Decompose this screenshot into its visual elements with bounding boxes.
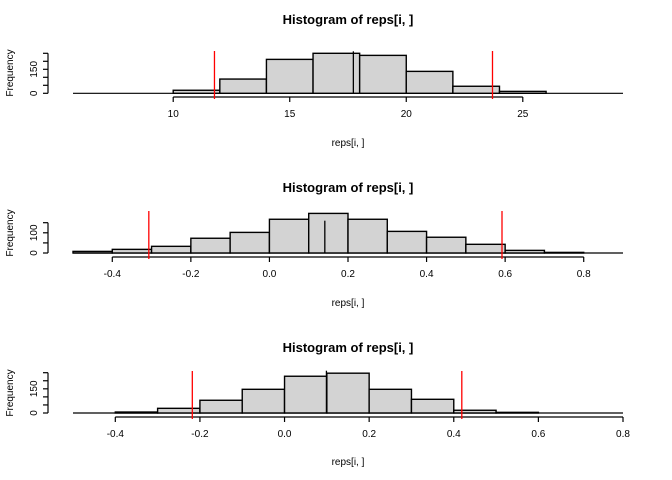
x-tick-label: 10 <box>168 109 180 120</box>
x-tick-label: 0.8 <box>577 269 591 280</box>
histogram-bar <box>308 212 349 254</box>
histogram-bar <box>425 236 467 254</box>
histogram-panel-1: Histogram of reps[i, ] reps[i, ] Frequen… <box>5 12 623 149</box>
chart-title: Histogram of reps[i, ] <box>283 180 414 195</box>
x-axis-label: reps[i, ] <box>332 298 365 309</box>
histogram-bar <box>368 388 413 414</box>
histogram-bar <box>452 85 501 95</box>
histogram-bar <box>504 249 546 254</box>
histogram-bar <box>410 398 455 414</box>
x-tick-label: 20 <box>401 109 413 120</box>
y-tick-label: 150 <box>29 61 40 78</box>
x-tick-label: 0.0 <box>278 429 292 440</box>
histogram-bar <box>312 52 361 94</box>
x-tick-label: 0.2 <box>341 269 355 280</box>
x-tick-label: 25 <box>517 109 529 120</box>
histogram-bar <box>172 89 221 95</box>
chart-title: Histogram of reps[i, ] <box>283 340 414 355</box>
y-tick-label: 0 <box>29 90 40 96</box>
histogram-bar <box>190 237 231 254</box>
histogram-bar <box>453 409 497 414</box>
histogram-bar <box>405 70 454 94</box>
x-tick-label: 0.4 <box>420 269 434 280</box>
histogram-bar <box>283 375 328 414</box>
x-tick-label: -0.2 <box>182 269 200 280</box>
histogram-bar <box>543 251 585 254</box>
y-axis-label: Frequency <box>5 369 16 416</box>
y-axis-label: Frequency <box>5 49 16 96</box>
x-axis-label: reps[i, ] <box>332 138 365 149</box>
y-axis-label: Frequency <box>5 209 16 256</box>
histogram-panel-2: Histogram of reps[i, ] reps[i, ] Frequen… <box>5 180 623 309</box>
histogram-bar <box>495 411 540 414</box>
histogram-panel-3: Histogram of reps[i, ] reps[i, ] Frequen… <box>5 340 630 468</box>
histogram-bar <box>358 54 407 94</box>
x-tick-label: -0.4 <box>107 429 125 440</box>
histogram-bar <box>156 407 201 414</box>
x-tick-label: 0.0 <box>262 269 276 280</box>
histogram-bar <box>72 250 113 254</box>
histogram-bar <box>465 243 506 254</box>
histogram-bar <box>347 218 388 254</box>
histogram-bar <box>326 372 370 414</box>
histogram-bar <box>386 230 428 254</box>
y-tick-label: 100 <box>29 224 40 241</box>
y-tick-label: 0 <box>29 410 40 416</box>
y-tick-label: 0 <box>29 250 40 256</box>
histogram-bar <box>229 231 271 254</box>
x-axis-label: reps[i, ] <box>332 457 365 468</box>
histogram-bar <box>241 388 286 414</box>
histogram-bar <box>150 245 192 254</box>
x-tick-label: -0.4 <box>104 269 122 280</box>
chart-title: Histogram of reps[i, ] <box>283 12 414 27</box>
histogram-bar <box>199 399 243 414</box>
x-tick-label: 15 <box>284 109 296 120</box>
histogram-bar <box>265 58 314 94</box>
x-tick-label: 0.6 <box>531 429 545 440</box>
x-tick-label: 0.4 <box>447 429 461 440</box>
x-tick-label: 0.2 <box>362 429 376 440</box>
histogram-bar <box>219 78 268 94</box>
histogram-bar <box>498 90 547 94</box>
x-tick-label: 0.8 <box>616 429 630 440</box>
histogram-bar <box>111 248 153 254</box>
histogram-bar <box>114 411 159 414</box>
x-tick-label: 0.6 <box>498 269 512 280</box>
x-tick-label: -0.2 <box>191 429 209 440</box>
y-tick-label: 150 <box>29 380 40 397</box>
histogram-bar <box>268 218 310 254</box>
